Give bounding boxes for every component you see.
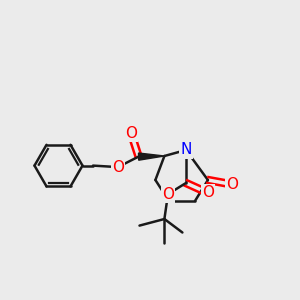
Text: O: O <box>125 126 137 141</box>
Polygon shape <box>139 153 164 160</box>
Text: N: N <box>180 142 192 158</box>
Text: O: O <box>202 185 214 200</box>
Text: O: O <box>226 177 238 192</box>
Text: O: O <box>112 160 124 175</box>
Text: O: O <box>162 187 174 202</box>
